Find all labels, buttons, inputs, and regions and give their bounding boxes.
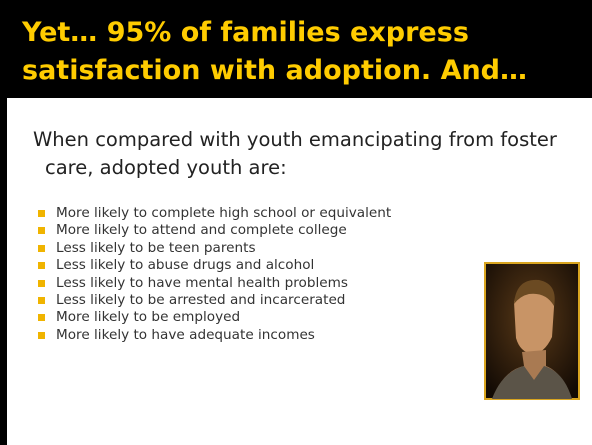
bullet-item: More likely to be employed bbox=[38, 309, 391, 326]
bullet-item: Less likely to abuse drugs and alcohol bbox=[38, 257, 391, 274]
left-bar bbox=[0, 0, 7, 445]
title-line: satisfaction with adoption. And… bbox=[22, 52, 527, 90]
title: Yet… 95% of families express satisfactio… bbox=[22, 14, 527, 90]
bullet-list: More likely to complete high school or e… bbox=[38, 205, 391, 344]
intro-text: When compared with youth emancipating fr… bbox=[33, 126, 585, 182]
bullet-item: More likely to attend and complete colle… bbox=[38, 222, 391, 239]
header: Yet… 95% of families express satisfactio… bbox=[0, 0, 592, 98]
slide: {"header": {"title_lines": ["Yet\u2026 9… bbox=[0, 0, 592, 445]
bullet-item: More likely to complete high school or e… bbox=[38, 205, 391, 222]
bullet-item: More likely to have adequate incomes bbox=[38, 327, 391, 344]
bullet-item: Less likely to be teen parents bbox=[38, 240, 391, 257]
bullet-item: Less likely to have mental health proble… bbox=[38, 275, 391, 292]
title-line: Yet… 95% of families express bbox=[22, 14, 527, 52]
photo bbox=[484, 262, 580, 400]
bullet-item: Less likely to be arrested and incarcera… bbox=[38, 292, 391, 309]
